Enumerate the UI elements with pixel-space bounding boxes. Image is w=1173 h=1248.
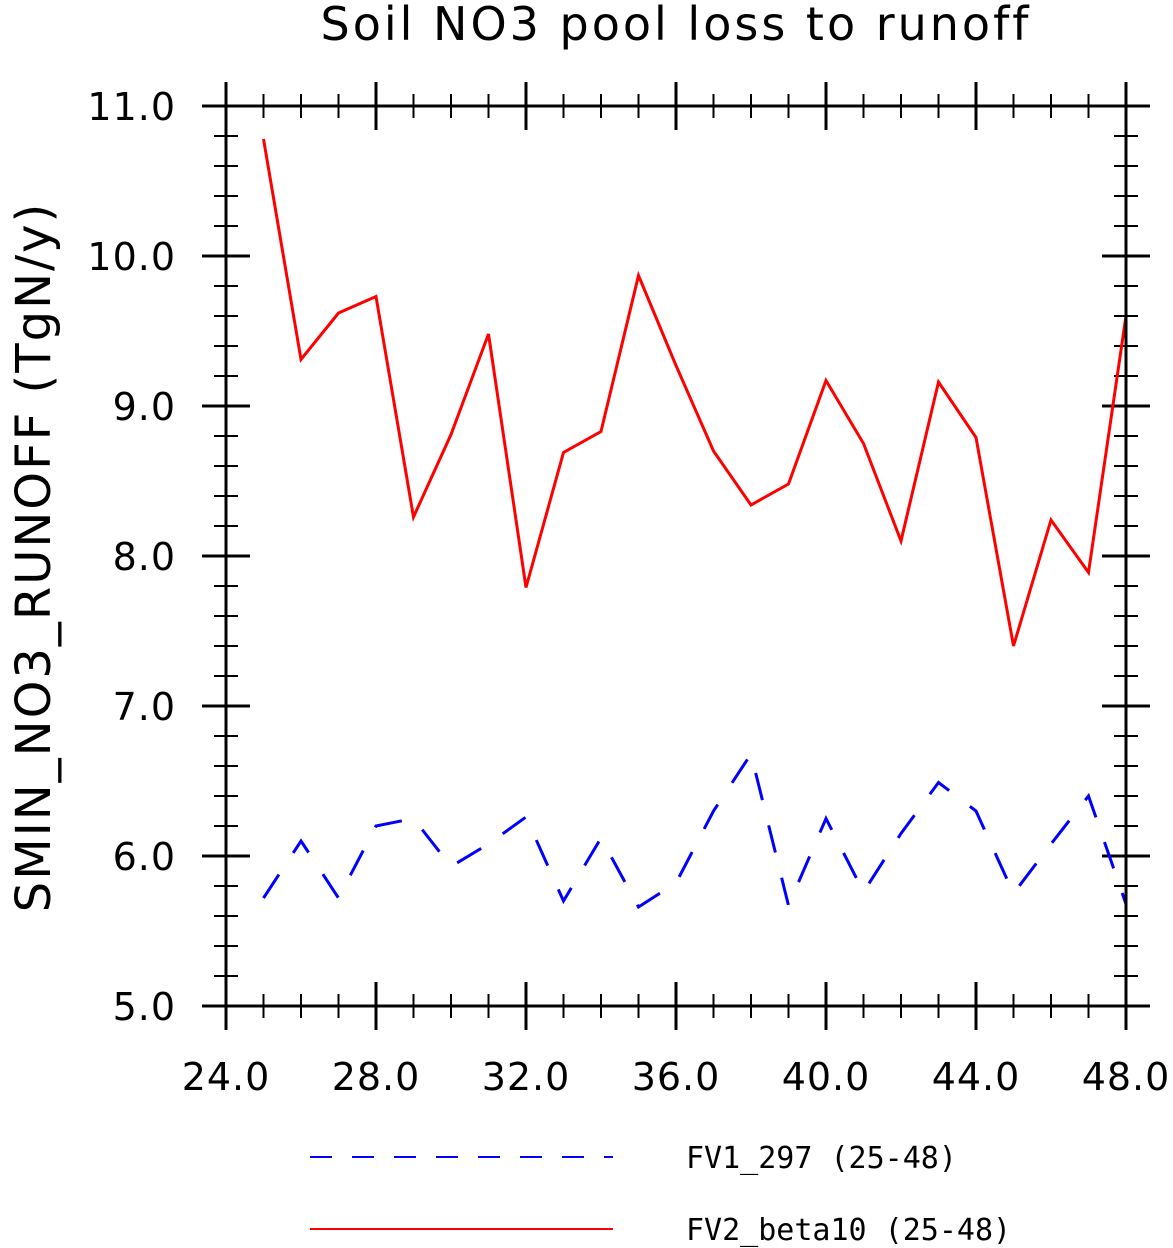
x-tick-label: 36.0 xyxy=(632,1055,721,1099)
y-tick-label: 10.0 xyxy=(87,235,176,279)
legend-label-2: FV2_beta10 (25-48) xyxy=(686,1213,1011,1248)
y-tick-labels: 5.0 6.0 7.0 8.0 9.0 10.0 11.0 xyxy=(87,85,176,1029)
x-tick-label: 44.0 xyxy=(932,1055,1021,1099)
x-tick-label: 48.0 xyxy=(1082,1055,1171,1099)
x-tick-label: 24.0 xyxy=(182,1055,271,1099)
y-tick-label: 11.0 xyxy=(87,85,176,129)
series-lines xyxy=(262,138,1128,911)
y-tick-label: 9.0 xyxy=(113,385,176,429)
minor-ticks xyxy=(214,94,1138,1018)
y-tick-label: 7.0 xyxy=(113,685,176,729)
y-tick-label: 6.0 xyxy=(113,835,176,879)
x-tick-label: 40.0 xyxy=(782,1055,871,1099)
major-ticks xyxy=(202,82,1150,1030)
x-tick-labels: 24.0 28.0 32.0 36.0 40.0 44.0 48.0 xyxy=(182,1055,1171,1099)
y-tick-label: 5.0 xyxy=(113,985,176,1029)
y-tick-label: 8.0 xyxy=(113,535,176,579)
x-tick-label: 32.0 xyxy=(482,1055,571,1099)
legend: FV1_297 (25-48) FV2_beta10 (25-48) xyxy=(310,1141,1011,1248)
plot-frame xyxy=(224,104,1128,1008)
x-tick-label: 28.0 xyxy=(332,1055,421,1099)
y-axis-label: SMIN_NO3_RUNOFF (TgN/y) xyxy=(6,202,62,913)
series-line-2 xyxy=(262,138,1128,647)
chart-title: Soil NO3 pool loss to runoff xyxy=(321,0,1032,51)
legend-label-1: FV1_297 (25-48) xyxy=(686,1141,957,1176)
series-line-1 xyxy=(262,750,1128,911)
